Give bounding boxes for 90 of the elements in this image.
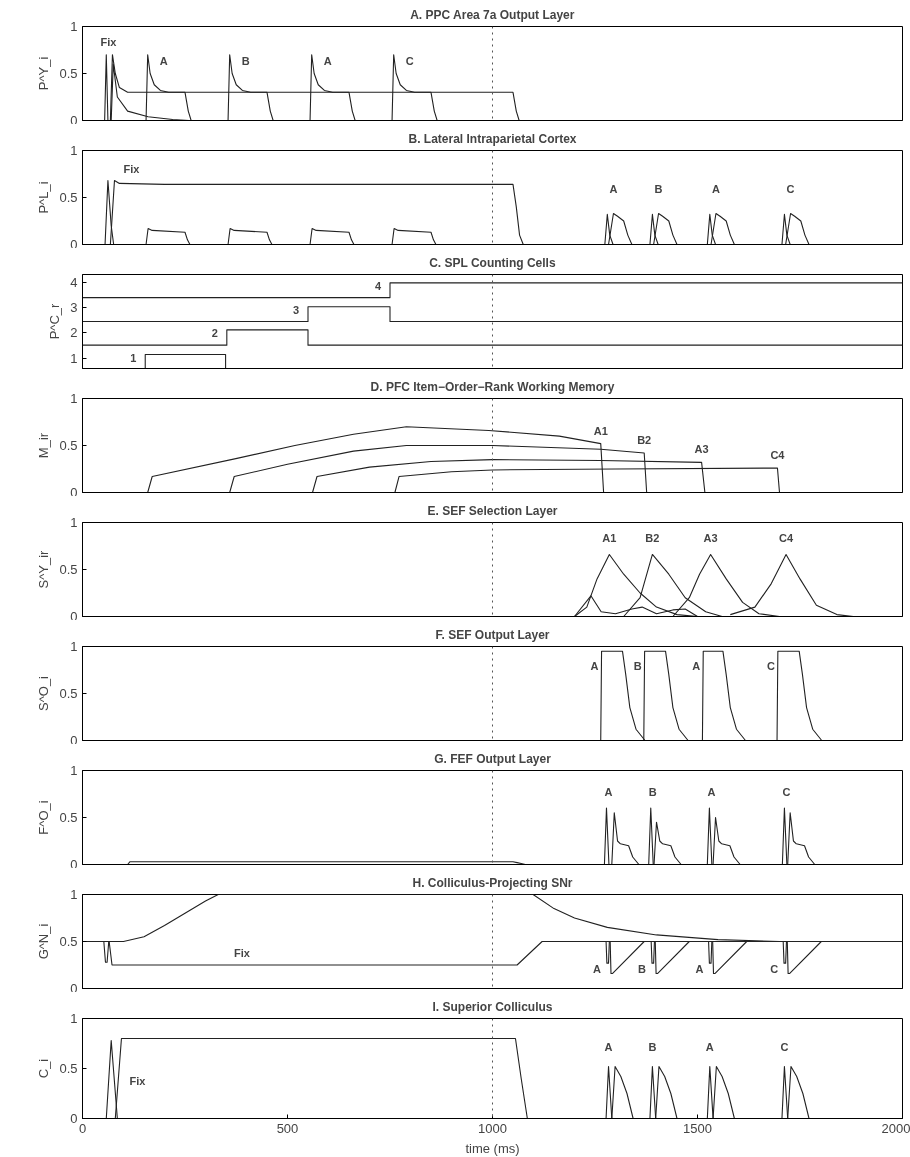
chart-title: G. FEF Output Layer	[434, 751, 552, 766]
y-tick-label: 1	[70, 887, 78, 902]
y-axis-title: M_ir	[36, 432, 52, 459]
y-tick-label: 0.5	[59, 686, 78, 701]
y-tick-label: 4	[70, 274, 78, 290]
y-tick-label: 0.5	[59, 562, 78, 577]
y-tick-label: 1	[70, 639, 78, 654]
series-label: Fix	[123, 162, 141, 175]
series-label: C	[405, 54, 414, 67]
y-tick-label: 0	[70, 980, 78, 996]
y-axis-title: S^O_i	[36, 675, 52, 711]
x-tick-label: 1000	[478, 1120, 507, 1136]
series-label: A1	[602, 532, 617, 545]
series-label: 4	[374, 279, 382, 292]
y-tick-label: 1	[70, 350, 78, 366]
series-label: A	[323, 54, 332, 67]
y-tick-label: 1	[70, 515, 78, 530]
y-tick-label: 1	[70, 391, 78, 406]
y-tick-label: 1	[70, 19, 78, 34]
series-label: A	[159, 54, 168, 67]
chart-title: F. SEF Output Layer	[435, 627, 550, 642]
x-axis-title: time (ms)	[465, 1140, 520, 1156]
chart-title: I. Superior Colliculus	[432, 999, 553, 1014]
series-label: A	[695, 963, 704, 976]
series-label: C	[782, 786, 791, 799]
x-tick-label: 500	[276, 1120, 299, 1136]
series-label: B	[648, 1040, 657, 1053]
series-label: A	[707, 786, 716, 799]
chart-title: C. SPL Counting Cells	[429, 255, 556, 270]
series-label: B	[241, 54, 250, 67]
y-tick-label: 0	[70, 236, 78, 252]
y-tick-label: 0	[70, 856, 78, 872]
y-tick-label: 0.5	[59, 66, 78, 81]
series-label: C4	[770, 449, 786, 462]
series-label: A	[711, 183, 720, 196]
chart-title: A. PPC Area 7a Output Layer	[410, 7, 575, 22]
series-label: 3	[292, 303, 300, 316]
y-tick-label: 3	[70, 300, 78, 316]
series-label: B2	[645, 532, 660, 545]
series-label: Fix	[129, 1074, 147, 1087]
y-tick-label: 2	[70, 325, 78, 341]
series-label: B	[648, 786, 657, 799]
chart-title: B. Lateral Intraparietal Cortex	[408, 131, 577, 146]
series-label: Fix	[100, 35, 118, 48]
y-tick-label: 0	[70, 608, 78, 624]
y-tick-label: 0.5	[59, 934, 78, 949]
series-label: A3	[703, 532, 718, 545]
series-label: A	[604, 1040, 613, 1053]
series-label: Fix	[234, 947, 251, 959]
y-axis-title: P^C_r	[47, 302, 63, 340]
series-label: A1	[593, 424, 608, 437]
y-tick-label: 1	[70, 143, 78, 158]
series-label: A	[604, 786, 613, 799]
y-tick-label: 1	[70, 1011, 78, 1026]
series-label: B2	[637, 434, 652, 447]
x-tick-label: 2000	[881, 1120, 910, 1136]
series-label: B	[654, 183, 663, 196]
y-tick-label: 1	[70, 763, 78, 778]
series-label: C	[780, 1040, 789, 1053]
series-label: A3	[694, 443, 709, 456]
series-label: A	[609, 183, 618, 196]
series-label: A	[692, 660, 701, 673]
y-tick-label: 0	[70, 112, 78, 128]
series-label: 1	[130, 351, 137, 364]
series-label: A	[705, 1040, 714, 1053]
series-label: A	[593, 963, 602, 976]
y-axis-title: C_i	[36, 1058, 52, 1079]
series-label: B	[638, 963, 647, 976]
y-tick-label: 0.5	[59, 810, 78, 825]
chart-title: E. SEF Selection Layer	[427, 503, 558, 518]
y-tick-label: 0	[70, 732, 78, 748]
y-tick-label: 0.5	[59, 1061, 78, 1076]
series-label: 2	[211, 326, 218, 339]
y-axis-title: P^L_i	[36, 181, 52, 214]
x-tick-label: 1500	[683, 1120, 712, 1136]
series-label: C	[770, 963, 779, 976]
series-label: A	[590, 660, 599, 673]
chart-title: H. Colliculus-Projecting SNr	[412, 875, 573, 890]
series-label: B	[633, 660, 642, 673]
y-axis-title: G^N_i	[36, 923, 52, 960]
series-label: C	[786, 183, 795, 196]
series-label: C	[766, 660, 775, 673]
y-tick-label: 0.5	[59, 190, 78, 205]
series-label: C4	[779, 532, 794, 545]
y-tick-label: 0.5	[59, 438, 78, 453]
y-axis-title: P^Y_i	[36, 56, 52, 91]
y-axis-title: F^O_i	[36, 800, 52, 835]
y-tick-label: 0	[70, 484, 78, 500]
chart-title: D. PFC Item−Order−Rank Working Memory	[370, 379, 615, 394]
y-axis-title: S^Y_ir	[36, 549, 52, 589]
